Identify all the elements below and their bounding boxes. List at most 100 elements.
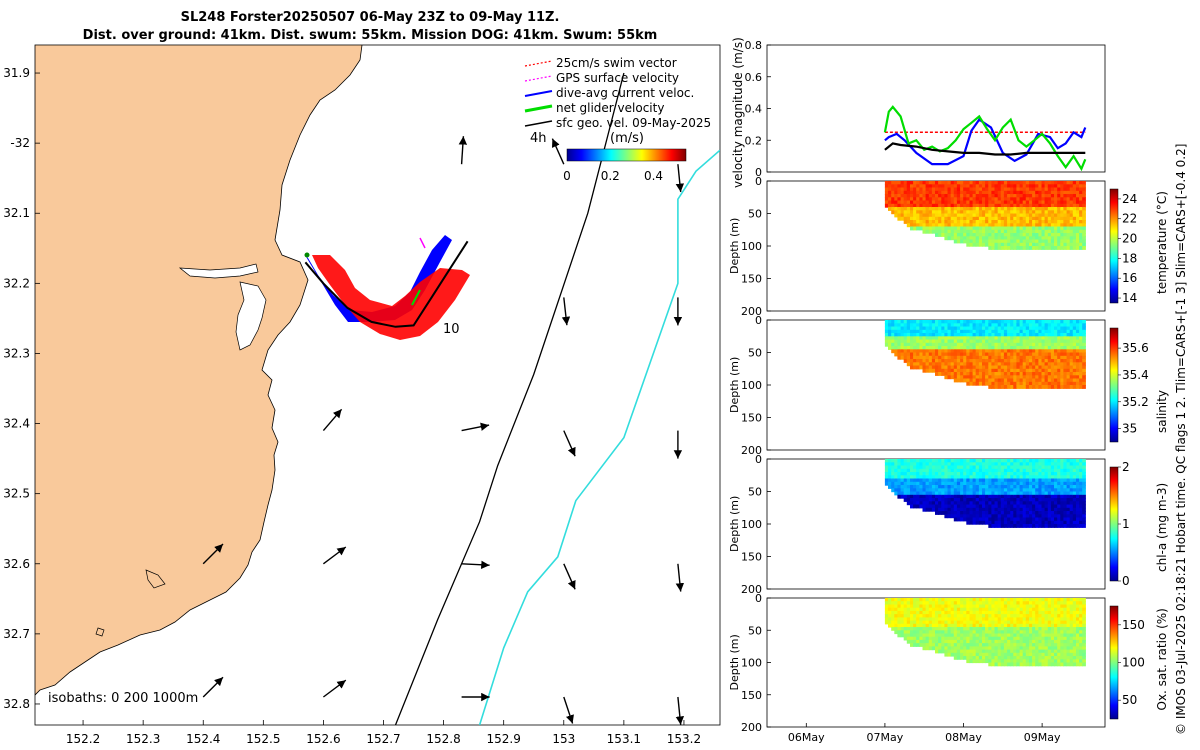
section-cell <box>931 639 936 644</box>
section-cell <box>1076 478 1080 483</box>
section-cell <box>1054 472 1058 476</box>
section-cell <box>1063 365 1068 370</box>
section-cell <box>1038 485 1043 489</box>
section-cell <box>966 346 970 350</box>
section-cell <box>1025 213 1030 218</box>
section-cell <box>985 346 989 350</box>
section-cell <box>953 598 958 602</box>
section-cell <box>1029 459 1033 463</box>
section-cell <box>997 194 1002 198</box>
section-cell <box>1079 627 1083 631</box>
section-cell <box>994 233 999 237</box>
section-cell <box>906 359 911 363</box>
section-cell <box>931 633 936 638</box>
section-cell <box>1079 514 1083 519</box>
velocity-colorbar-tick-label: 0 <box>563 169 571 183</box>
section-cell <box>941 511 945 515</box>
section-cell <box>1000 514 1005 519</box>
section-cell <box>1082 239 1086 244</box>
section-cell <box>1082 346 1086 350</box>
section-cell <box>897 342 902 347</box>
section-cell <box>1082 210 1086 215</box>
section-cell <box>1044 659 1049 664</box>
section-cell <box>1029 501 1033 506</box>
section-cell <box>978 320 983 324</box>
section-cell <box>972 223 977 228</box>
geostrophic-vector <box>458 136 468 165</box>
section-cell <box>1003 365 1008 370</box>
section-cell <box>938 229 942 234</box>
section-cell <box>935 197 939 202</box>
section-cell <box>931 339 936 344</box>
section-cell <box>931 333 936 337</box>
section-cell <box>928 210 933 215</box>
section-cell <box>906 355 911 360</box>
section-cell <box>1038 656 1043 660</box>
section-cell <box>978 498 983 502</box>
section-cell <box>925 349 930 354</box>
section-cell <box>1032 359 1036 363</box>
section-cell <box>1032 462 1036 467</box>
section-cell <box>1019 339 1024 344</box>
section-cell <box>1076 184 1080 189</box>
section-cell <box>953 504 958 509</box>
section-cell <box>903 636 908 641</box>
section-cell <box>931 459 936 463</box>
section-cell <box>969 336 974 341</box>
section-cell <box>931 468 936 473</box>
section-cell <box>985 203 989 208</box>
section-cell <box>941 504 945 509</box>
section-cell <box>1000 197 1005 202</box>
section-cell <box>953 462 958 467</box>
section-cell <box>888 336 892 341</box>
section-cell <box>1066 488 1071 493</box>
section-cell <box>982 514 986 519</box>
section-cell <box>1000 342 1005 347</box>
section-cell <box>944 223 949 228</box>
section-cell <box>988 365 992 370</box>
section-cell <box>1057 494 1061 499</box>
section-cell <box>1072 501 1077 506</box>
section-cell <box>972 213 977 218</box>
section-cell <box>1079 501 1083 506</box>
section-cell <box>944 511 949 515</box>
section-cell <box>1041 511 1046 515</box>
section-cell <box>1069 190 1074 195</box>
colorbar-tick-label: 0 <box>1122 574 1130 588</box>
section-cell <box>985 194 989 198</box>
section-cell <box>1054 485 1058 489</box>
section-cell <box>944 623 949 628</box>
section-cell <box>956 643 961 647</box>
section-cell <box>1013 355 1017 360</box>
section-cell <box>1007 210 1011 215</box>
section-cell <box>922 339 927 344</box>
section-cell <box>941 639 945 644</box>
section-cell <box>938 646 942 651</box>
section-cell <box>982 329 986 334</box>
section-cell <box>1003 646 1008 651</box>
section-cell <box>1029 368 1033 373</box>
section-cell <box>1050 520 1055 525</box>
section-cell <box>1057 339 1061 344</box>
section-cell <box>1032 213 1036 218</box>
section-cell <box>988 320 992 324</box>
section-cell <box>1079 630 1083 635</box>
section-cell <box>1038 190 1043 195</box>
section-cell <box>1060 620 1064 625</box>
section-cell <box>1029 339 1033 344</box>
section-cell <box>906 639 911 644</box>
section-cell <box>1019 656 1024 660</box>
section-colorbar <box>1109 605 1119 720</box>
section-cell <box>988 375 992 380</box>
section-cell <box>947 181 952 185</box>
section-cell <box>1007 242 1011 247</box>
section-cell <box>919 485 924 489</box>
section-cell <box>1054 459 1058 463</box>
section-cell <box>960 339 964 344</box>
section-cell <box>1082 216 1086 221</box>
section-cell <box>963 649 967 654</box>
track-start-marker <box>304 252 310 258</box>
section-cell <box>938 494 942 499</box>
section-cell <box>1082 329 1086 334</box>
section-cell <box>972 181 977 185</box>
